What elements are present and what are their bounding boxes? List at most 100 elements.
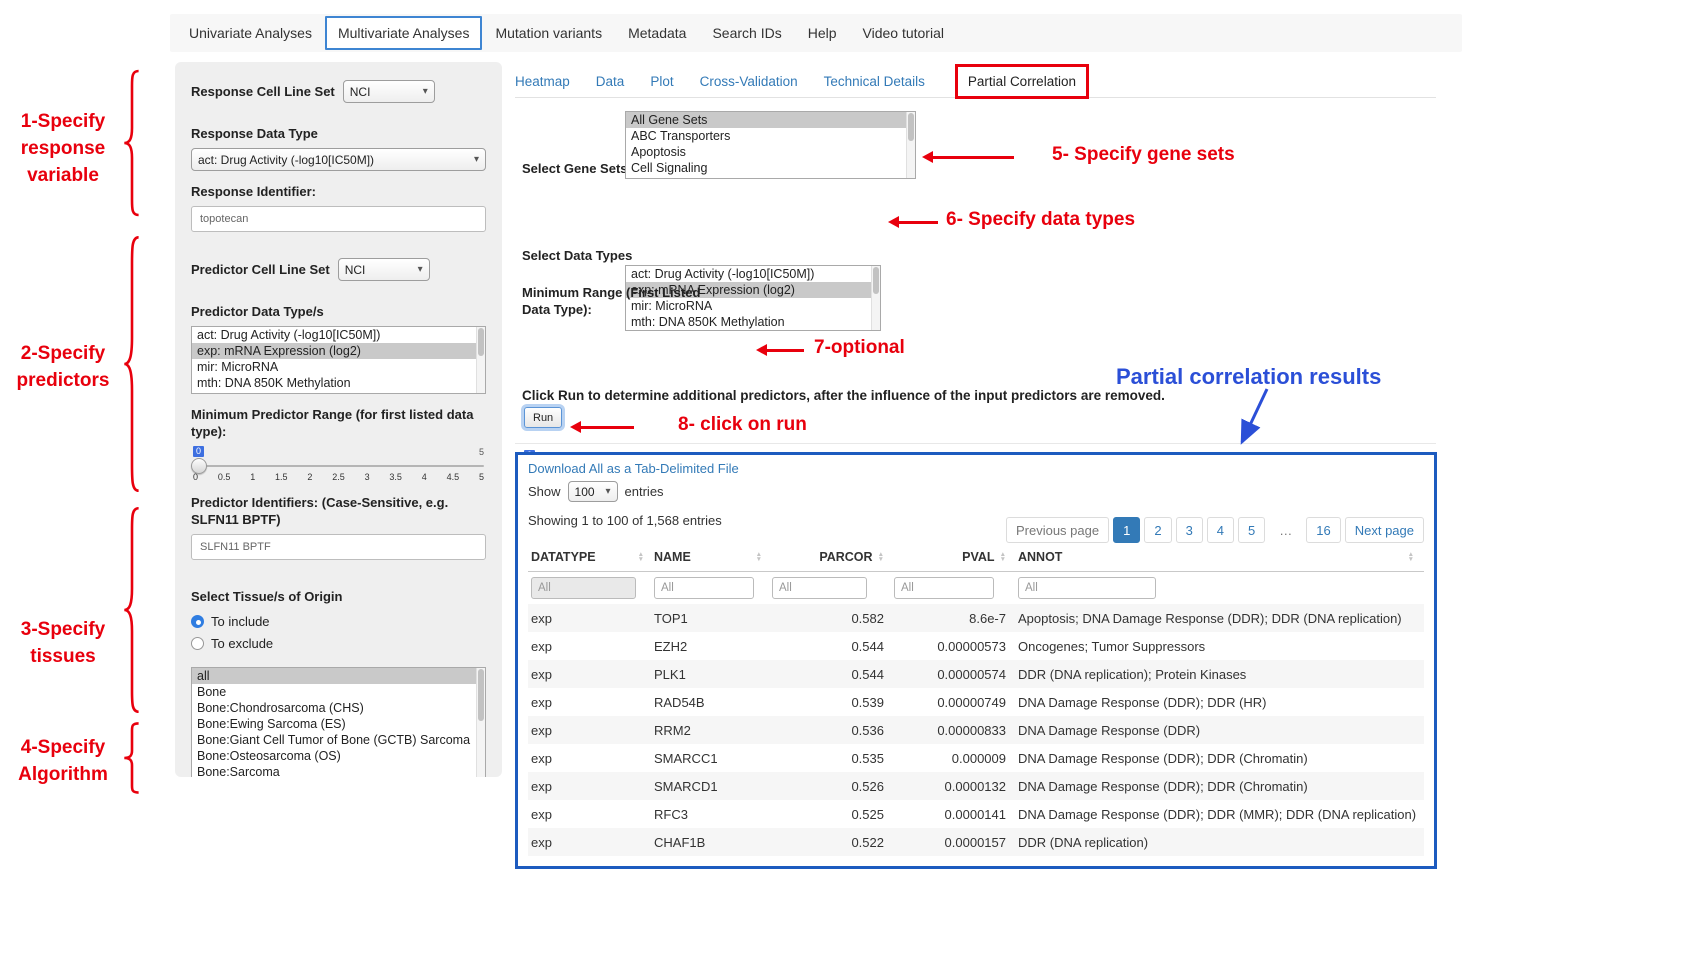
gene-set-option[interactable]: Cell Signaling (631, 161, 708, 175)
scrollbar[interactable] (906, 112, 915, 178)
tissue-option[interactable]: Bone:Osteosarcoma (OS) (197, 749, 341, 763)
scrollbar[interactable] (476, 668, 485, 777)
scrollbar[interactable] (476, 327, 485, 393)
nav-search-ids[interactable]: Search IDs (712, 25, 782, 41)
column-header-label: NAME (654, 550, 691, 564)
min-predictor-range-label: Minimum Predictor Range (for first liste… (191, 407, 474, 439)
annotation-step2: 2-Specify predictors (16, 343, 110, 391)
filter-datatype-input[interactable] (531, 577, 636, 599)
cell-name: TOP1 (654, 610, 688, 626)
nav-univariate-analyses[interactable]: Univariate Analyses (189, 25, 312, 41)
tissue-option[interactable]: Bone:Chondrosarcoma (CHS) (197, 701, 364, 715)
column-header-parcor[interactable]: PARCOR ▲ ▼ (772, 550, 884, 564)
response-data-type-select[interactable]: act: Drug Activity (-log10[IC50M]) ▾ (191, 148, 486, 171)
predictor-identifiers-input[interactable] (191, 534, 486, 560)
tab-technical-details[interactable]: Technical Details (823, 73, 925, 89)
scrollbar-thumb[interactable] (873, 267, 879, 294)
gene-set-option[interactable]: ABC Transporters (631, 129, 731, 143)
column-header-name[interactable]: NAME ▲ ▼ (654, 550, 772, 564)
nav-multivariate-analyses[interactable]: Multivariate Analyses (324, 16, 483, 50)
data-type-option[interactable]: exp: mRNA Expression (log2) (626, 282, 880, 298)
filter-parcor-input[interactable] (772, 577, 867, 599)
predictor-data-type-option[interactable]: exp: mRNA Expression (log2) (192, 343, 485, 359)
show-entries-row: Show 100 ▾ entries (528, 481, 1424, 502)
tick: 2.5 (332, 472, 345, 482)
page-button-5[interactable]: 5 (1238, 517, 1266, 543)
sort-icon[interactable]: ▲ ▼ (1407, 550, 1414, 563)
tab-heatmap[interactable]: Heatmap (515, 73, 570, 89)
filter-annot-input[interactable] (1018, 577, 1156, 599)
tab-partial-correlation[interactable]: Partial Correlation (954, 63, 1089, 99)
cell-name: RRM2 (654, 722, 691, 738)
table-row[interactable]: exp RFC3 0.525 0.0000141 DNA Damage Resp… (528, 800, 1424, 828)
tab-data[interactable]: Data (595, 73, 625, 89)
column-header-annot[interactable]: ANNOT ▲ ▼ (1006, 550, 1424, 564)
gene-set-option[interactable]: All Gene Sets (626, 112, 915, 128)
predictor-data-type-option[interactable]: mir: MicroRNA (197, 360, 279, 374)
nav-video-tutorial[interactable]: Video tutorial (862, 25, 944, 41)
next-page-button[interactable]: Next page (1344, 517, 1424, 543)
tissue-option[interactable]: all (192, 668, 485, 684)
run-button[interactable]: Run (524, 407, 563, 428)
nav-help[interactable]: Help (807, 25, 837, 41)
table-filter-row (528, 572, 1424, 604)
entries-select[interactable]: 100 ▾ (567, 481, 618, 502)
tissue-option[interactable]: Bone:Giant Cell Tumor of Bone (GCTB) Sar… (197, 733, 471, 747)
data-type-option[interactable]: mir: MicroRNA (631, 299, 713, 313)
column-header-pval[interactable]: PVAL ▲ ▼ (884, 550, 1006, 564)
tissue-option[interactable]: Bone:Ewing Sarcoma (ES) (197, 717, 346, 731)
scrollbar-thumb[interactable] (908, 113, 914, 141)
table-row[interactable]: exp RAD54B 0.539 0.00000749 DNA Damage R… (528, 688, 1424, 716)
table-row[interactable]: exp EZH2 0.544 0.00000573 Oncogenes; Tum… (528, 632, 1424, 660)
response-cell-line-set-select[interactable]: NCI ▾ (342, 80, 435, 103)
cell-datatype: exp (531, 806, 552, 822)
tab-cross-validation[interactable]: Cross-Validation (699, 73, 798, 89)
tissue-origin-label: Select Tissue/s of Origin (191, 589, 343, 604)
scrollbar[interactable] (871, 266, 880, 330)
page-button-2[interactable]: 2 (1144, 517, 1172, 543)
column-header-datatype[interactable]: DATATYPE ▲ ▼ (528, 550, 654, 564)
table-row[interactable]: exp TOP1 0.582 8.6e-7 Apoptosis; DNA Dam… (528, 604, 1424, 632)
page-button-1[interactable]: 1 (1113, 517, 1141, 543)
table-row[interactable]: exp CHAF1B 0.522 0.0000157 DDR (DNA repl… (528, 828, 1424, 856)
nav-metadata[interactable]: Metadata (628, 25, 687, 41)
cell-pval: 0.00000749 (937, 694, 1006, 710)
data-type-option[interactable]: mth: DNA 850K Methylation (631, 315, 785, 329)
data-type-option[interactable]: act: Drug Activity (-log10[IC50M]) (631, 267, 815, 281)
gene-set-option[interactable]: Apoptosis (631, 145, 686, 159)
response-identifier-input[interactable] (191, 206, 486, 232)
page-button-16[interactable]: 16 (1306, 517, 1341, 543)
table-row[interactable]: exp SMARCC1 0.535 0.000009 DNA Damage Re… (528, 744, 1424, 772)
previous-page-button[interactable]: Previous page (1005, 517, 1110, 543)
annotation-step6: 6- Specify data types (946, 209, 1136, 230)
predictor-data-type-option[interactable]: mth: DNA 850K Methylation (197, 376, 351, 390)
filter-pval-input[interactable] (894, 577, 994, 599)
tissue-exclude-radio[interactable] (191, 637, 204, 650)
filter-name-input[interactable] (654, 577, 754, 599)
predictor-cell-line-set-select[interactable]: NCI ▾ (337, 258, 430, 281)
sort-icon[interactable]: ▲ ▼ (999, 550, 1006, 563)
page-button-4[interactable]: 4 (1206, 517, 1235, 543)
tissue-option[interactable]: Bone (197, 685, 227, 699)
page-button-3[interactable]: 3 (1175, 517, 1203, 543)
nav-mutation-variants[interactable]: Mutation variants (495, 25, 603, 41)
scrollbar-thumb[interactable] (478, 328, 484, 356)
min-range-label: Minimum Range (First Listed Data Type): (522, 285, 701, 317)
sort-icon[interactable]: ▲ ▼ (877, 550, 884, 563)
table-row[interactable]: exp RRM2 0.536 0.00000833 DNA Damage Res… (528, 716, 1424, 744)
cell-pval: 0.00000573 (937, 638, 1006, 654)
sort-icon[interactable]: ▲ ▼ (755, 550, 762, 563)
slider-track[interactable] (191, 465, 484, 467)
data-types-listbox: act: Drug Activity (-log10[IC50M]) exp: … (625, 265, 881, 331)
tissue-option[interactable]: Bone:Sarcoma (197, 765, 280, 777)
predictor-data-type-option[interactable]: act: Drug Activity (-log10[IC50M]) (197, 328, 381, 342)
tissue-include-radio[interactable] (191, 615, 204, 628)
table-row[interactable]: exp SMARCD1 0.526 0.0000132 DNA Damage R… (528, 772, 1424, 800)
table-row[interactable]: exp PLK1 0.544 0.00000574 DDR (DNA repli… (528, 660, 1424, 688)
slider-handle[interactable] (191, 458, 207, 474)
download-link[interactable]: Download All as a Tab-Delimited File (528, 461, 739, 476)
cell-parcor: 0.526 (851, 778, 884, 794)
scrollbar-thumb[interactable] (478, 669, 484, 722)
tab-plot[interactable]: Plot (650, 73, 674, 89)
sort-icon[interactable]: ▲ ▼ (637, 550, 644, 563)
